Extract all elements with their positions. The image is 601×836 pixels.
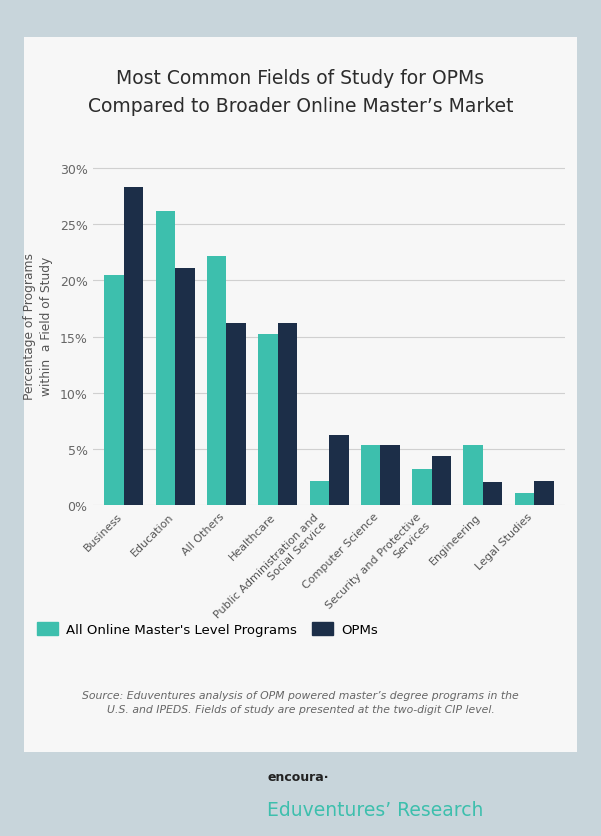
- Bar: [361, 445, 380, 506]
- Bar: [227, 324, 246, 506]
- Bar: [412, 470, 432, 506]
- Bar: [463, 445, 483, 506]
- Text: Source: Eduventures analysis of OPM powered master’s degree programs in the
U.S.: Source: Eduventures analysis of OPM powe…: [82, 691, 519, 715]
- Bar: [278, 324, 297, 506]
- Bar: [105, 276, 124, 506]
- Bar: [207, 257, 227, 506]
- Bar: [380, 445, 400, 506]
- Bar: [534, 481, 554, 506]
- Bar: [310, 481, 329, 506]
- Bar: [124, 188, 144, 506]
- Bar: [432, 456, 451, 506]
- Bar: [329, 435, 349, 506]
- Text: Most Common Fields of Study for OPMs
Compared to Broader Online Master’s Market: Most Common Fields of Study for OPMs Com…: [88, 69, 513, 115]
- Text: encoura·: encoura·: [267, 770, 329, 783]
- Y-axis label: Percentage of Programs
within  a Field of Study: Percentage of Programs within a Field of…: [23, 252, 53, 400]
- Bar: [258, 335, 278, 506]
- Text: Eduventures’ Research: Eduventures’ Research: [267, 800, 484, 819]
- Bar: [175, 268, 195, 506]
- Bar: [483, 482, 502, 506]
- Bar: [514, 493, 534, 506]
- Bar: [156, 212, 175, 506]
- Legend: All Online Master's Level Programs, OPMs: All Online Master's Level Programs, OPMs: [37, 622, 378, 636]
